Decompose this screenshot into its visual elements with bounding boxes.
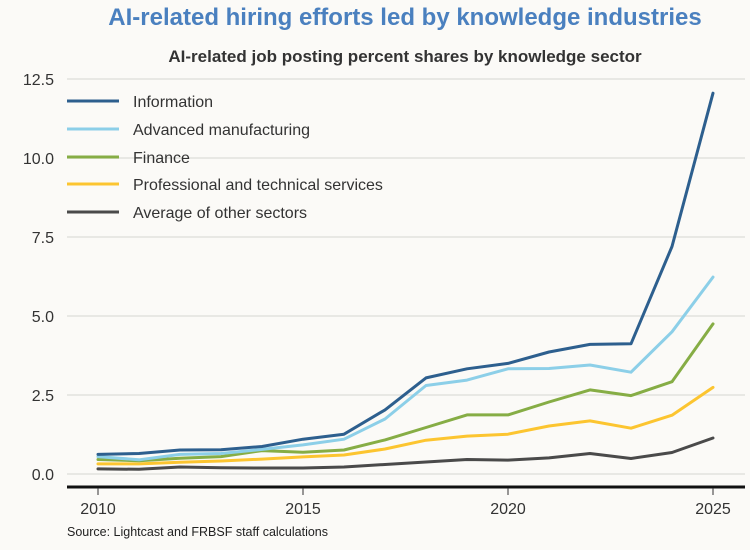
series-line-advanced-manufacturing	[96, 275, 715, 462]
legend-label: Average of other sectors	[133, 205, 307, 222]
legend-label: Advanced manufacturing	[133, 122, 310, 139]
chart-subtitle: AI-related job posting percent shares by…	[168, 47, 642, 66]
x-tick-label: 2025	[695, 501, 731, 518]
y-tick-label: 2.5	[32, 388, 54, 405]
series-line-information	[96, 91, 715, 456]
x-axis: 2010 2015 2020 2025	[67, 485, 745, 518]
x-tick-label: 2020	[490, 501, 526, 518]
legend: Information Advanced manufacturing Finance…	[67, 94, 383, 222]
legend-label: Information	[133, 94, 213, 111]
series-line-average-of-other-sectors	[96, 436, 715, 471]
y-axis: 0.0 2.5 5.0 7.5 10.0 12.5	[23, 72, 54, 484]
legend-label: Finance	[133, 150, 190, 167]
y-tick-label: 0.0	[32, 467, 54, 484]
series-line-professional-and-technical-services	[96, 385, 715, 466]
chart-title: AI-related hiring efforts led by knowled…	[108, 4, 702, 31]
y-tick-label: 5.0	[32, 309, 54, 326]
y-tick-label: 10.0	[23, 151, 54, 168]
source-note: Source: Lightcast and FRBSF staff calcul…	[67, 525, 329, 539]
x-tick-label: 2015	[285, 501, 321, 518]
series-line-finance	[96, 322, 715, 463]
x-tick-label: 2010	[80, 501, 116, 518]
y-tick-label: 7.5	[32, 230, 54, 247]
y-tick-label: 12.5	[23, 72, 54, 89]
series-lines	[96, 91, 715, 471]
legend-label: Professional and technical services	[133, 177, 383, 194]
